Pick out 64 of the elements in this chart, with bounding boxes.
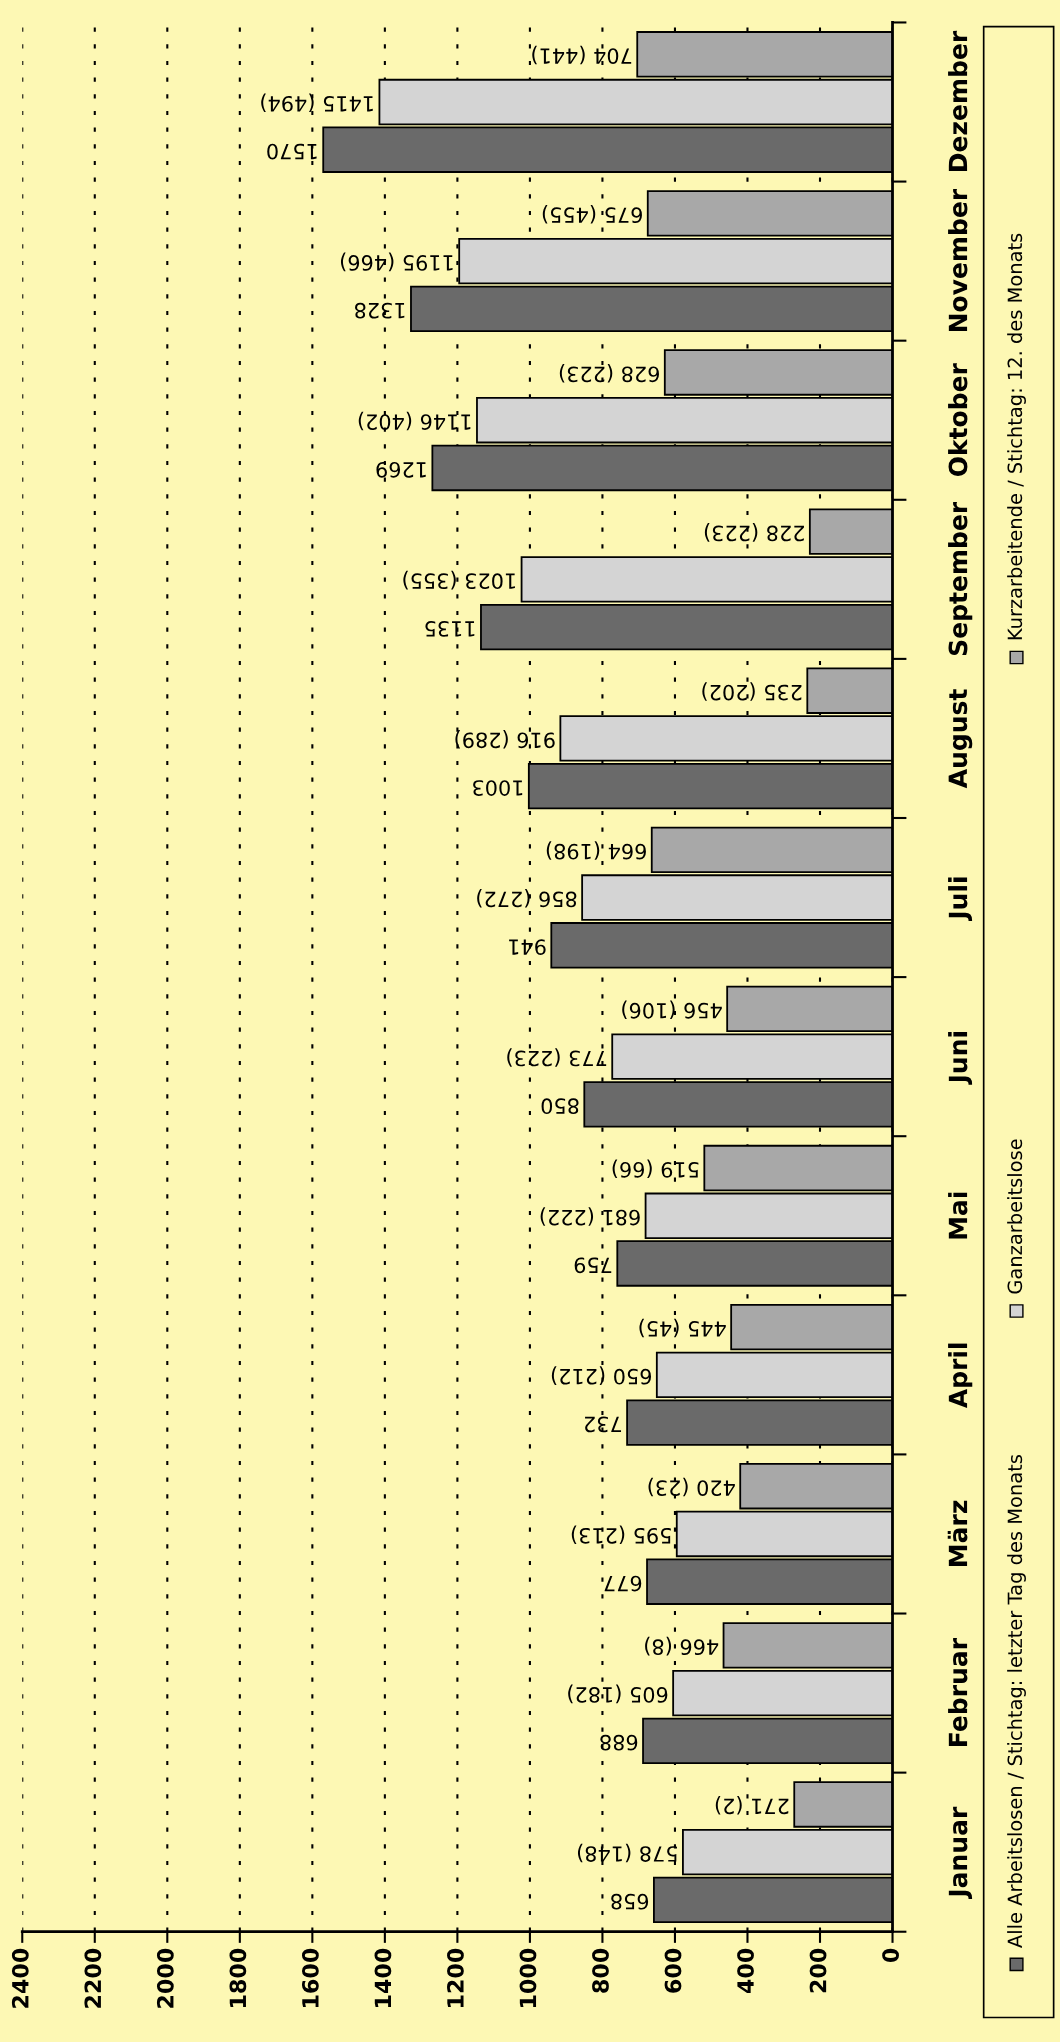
data-label: 650 (212) [551,1366,652,1385]
y-tick-label: Januar [948,1806,973,1900]
data-label: 466 (8) [645,1636,719,1656]
data-label: 1023 (355) [403,570,515,590]
x-tick-label: 2200 [84,1948,102,2008]
data-label: 456 (106) [622,1000,722,1019]
data-label: 916 (289) [455,729,555,749]
y-tick-label: Mai [948,1192,968,1239]
data-label: 1195 (466) [340,252,453,272]
x-tick-label: 1400 [374,1948,392,2008]
y-tick-label: April [948,1343,973,1409]
data-label: 519 (66) [612,1159,699,1179]
data-label: 941 [509,939,546,955]
x-tick-label: 1200 [447,1948,464,2008]
y-tick-label: Februar [948,1638,968,1746]
data-label: 595 (213) [571,1525,671,1545]
text: Ganzarbeitslose [1007,1139,1023,1294]
x-tick-label: 800 [592,1948,609,1993]
y-tick-label: November [948,188,968,332]
data-label: 1146 (402) [358,411,471,431]
y-tick-label: August [948,689,973,789]
data-label: 235 (202) [702,682,802,701]
y-tick-label: Juni [948,1032,973,1085]
x-tick-label: 1600 [301,1948,319,2008]
text: Kurzarbeitende / Stichtag: 12. des Monats [1007,233,1026,640]
x-tick-label: 2000 [156,1948,174,2008]
data-label: 732 [585,1416,622,1433]
data-label: 675 (455) [542,204,642,224]
data-label: 1003 [473,780,523,796]
data-label: 445 (45) [639,1318,726,1338]
data-label: 228 (223) [704,523,804,542]
y-tick-label: Juli [948,877,973,922]
data-label: 1135 [425,621,475,637]
data-label: 759 [574,1257,612,1274]
y-tick-label: Oktober [948,363,968,477]
x-tick-label: 2400 [11,1948,29,2008]
data-label: 677 [604,1575,642,1592]
data-label: 681 (222) [540,1207,640,1226]
data-label: 1269 [376,461,426,478]
data-label: 1570 [267,143,317,160]
data-label: 704 (441) [532,45,632,65]
data-label: 688 [600,1734,638,1751]
x-tick-label: 400 [737,1948,754,1994]
data-label: 1415 (494) [261,93,373,113]
data-label: 773 (223) [507,1048,607,1067]
data-label: 605 (182) [568,1684,668,1704]
x-tick-label: 1800 [229,1948,247,2008]
data-label: 658 [611,1893,649,1910]
data-label: 1328 [355,302,405,319]
x-tick-label: 0 [882,1948,899,1963]
data-label: 578 (148) [577,1843,677,1863]
data-label: 420 (23) [648,1477,735,1497]
data-label: 271 (2) [715,1795,789,1815]
data-label: 664 (198) [546,841,646,860]
data-label: 850 [541,1098,579,1115]
data-label: 856 (272) [477,889,577,908]
y-tick-label: September [948,501,973,656]
x-tick-label: 200 [809,1948,827,1993]
data-label: 628 (223) [559,364,659,383]
x-tick-label: 1000 [519,1948,537,2008]
x-tick-label: 600 [664,1948,682,1993]
text: Alle Arbeitslosen / Stichtag: letzter Tag des Monats [1007,1455,1026,1948]
y-tick-label: März [947,1500,968,1566]
y-tick-label: Dezember [948,30,968,171]
